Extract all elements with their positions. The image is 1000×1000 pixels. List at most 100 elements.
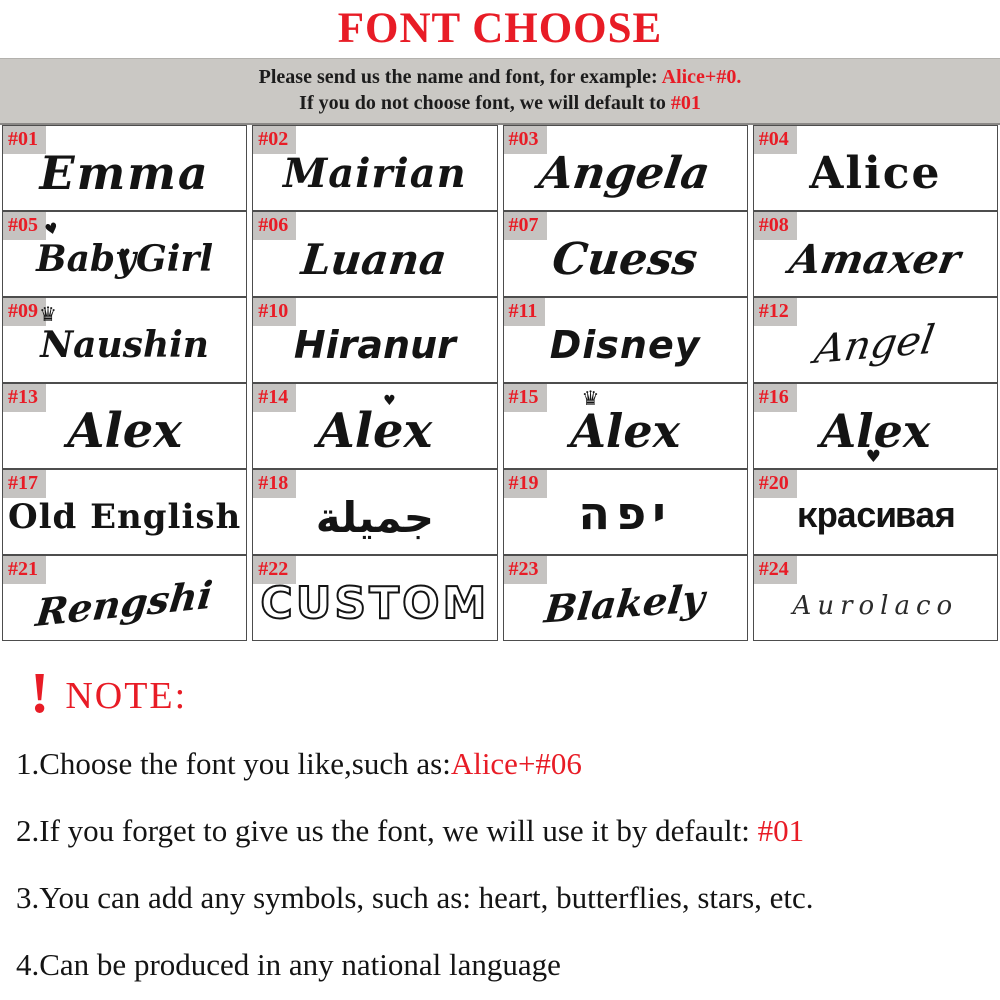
font-sample-name: Blakely — [542, 575, 707, 631]
note-list: 1.Choose the font you like,such as:Alice… — [16, 746, 1000, 983]
font-sample-cell-16: #16 ♥ Alex — [752, 383, 998, 469]
crown-icon: ♛ — [39, 302, 57, 326]
font-number-badge: #02 — [253, 126, 297, 154]
font-sample-cell-15: #15 ♛ Alex — [502, 383, 748, 469]
font-number-badge: #15 — [503, 384, 547, 412]
note-item-4: 4.Can be produced in any national langua… — [16, 947, 1000, 983]
font-sample-name: Cuess — [549, 233, 700, 285]
font-number-badge: #11 — [503, 298, 546, 326]
font-sample-name: Alex — [820, 404, 931, 458]
font-sample-cell-24: #24 Aurolaco — [752, 555, 998, 641]
font-sample-name: Old English — [8, 497, 242, 537]
note-heading-label: NOTE: — [65, 675, 188, 717]
font-number-badge: #17 — [3, 470, 46, 498]
exclamation-icon: ! — [30, 660, 50, 725]
font-number-badge: #19 — [503, 470, 547, 498]
note-item-2: 2.If you forget to give us the font, we … — [16, 813, 1000, 849]
font-sample-cell-06: #06 Luana — [252, 211, 498, 297]
font-number-badge: #20 — [753, 470, 797, 498]
font-number-badge: #24 — [753, 556, 797, 584]
font-number-badge: #08 — [753, 212, 797, 240]
note-item-3: 3.You can add any symbols, such as: hear… — [16, 880, 1000, 916]
font-number-badge: #05 — [3, 212, 46, 240]
font-sample-name: Aurolaco — [792, 591, 959, 621]
font-sample-cell-04: #04 Alice — [752, 125, 998, 211]
font-sample-name: جميلة — [315, 492, 434, 542]
note-item-3-text: 3.You can add any symbols, such as: hear… — [16, 880, 814, 915]
font-sample-cell-22: #22 CUSTOM — [252, 555, 498, 641]
font-sample-cell-18: #18 جميلة — [252, 469, 498, 555]
note-item-4-text: 4.Can be produced in any national langua… — [16, 947, 561, 982]
note-item-1: 1.Choose the font you like,such as:Alice… — [16, 746, 1000, 782]
font-number-badge: #22 — [253, 556, 297, 584]
font-sample-cell-20: #20 красивая — [752, 469, 998, 555]
instruction-banner: Please send us the name and font, for ex… — [0, 58, 1000, 125]
font-number-badge: #07 — [503, 212, 547, 240]
font-number-badge: #03 — [503, 126, 547, 154]
font-sample-name: Emma — [39, 146, 210, 200]
font-number-badge: #18 — [253, 470, 297, 498]
font-number-badge: #14 — [253, 384, 297, 412]
font-sample-name: Rengshi — [33, 571, 215, 635]
font-sample-name: Disney — [549, 323, 701, 367]
crown-icon: ♛ — [581, 386, 600, 410]
font-sample-name: Luana — [299, 234, 450, 284]
page-title: FONT CHOOSE — [337, 5, 663, 52]
font-number-badge: #06 — [253, 212, 297, 240]
banner-line-2-text: If you do not choose font, we will defau… — [299, 92, 671, 114]
note-item-2-text: 2.If you forget to give us the font, we … — [16, 813, 758, 848]
font-sample-cell-23: #23 Blakely — [502, 555, 748, 641]
font-sample-name: красивая — [796, 496, 956, 538]
font-sample-name: Hiranur — [293, 323, 456, 367]
font-number-badge: #23 — [503, 556, 547, 584]
font-sample-name: יפה — [578, 486, 672, 540]
font-sample-cell-11: #11 Disney — [502, 297, 748, 383]
font-sample-cell-21: #21 Rengshi — [2, 555, 248, 641]
banner-line-1-text: Please send us the name and font, for ex… — [258, 66, 662, 88]
font-sample-name: Alex — [317, 403, 433, 459]
font-sample-cell-19: #19 יפה — [502, 469, 748, 555]
note-item-1-highlight: Alice+#06 — [450, 746, 582, 781]
heart-icon: ♥ — [865, 447, 881, 467]
heart-icon: ♥ — [119, 247, 131, 262]
font-sample-name: Angel — [811, 316, 938, 373]
banner-line-1-example: Alice+#0. — [661, 66, 742, 88]
font-sample-cell-05: #05 ♥ ♥ BabyGirl — [2, 211, 248, 297]
font-number-badge: #12 — [753, 298, 797, 326]
font-sample-name: Naushin — [40, 324, 209, 366]
banner-line-1: Please send us the name and font, for ex… — [0, 64, 1000, 90]
heart-icon: ♥ — [383, 393, 396, 409]
font-sample-name: BabyGirl — [36, 238, 214, 280]
font-sample-cell-14: #14 ♥ Alex — [252, 383, 498, 469]
font-number-badge: #10 — [253, 298, 297, 326]
font-number-badge: #01 — [3, 126, 46, 154]
font-sample-name: Mairian — [283, 149, 467, 197]
font-sample-cell-09: #09 ♛ Naushin — [2, 297, 248, 383]
font-sample-cell-01: #01 Emma — [2, 125, 248, 211]
font-sample-grid: #01 Emma #02 Mairian #03 Angela #04 Alic… — [0, 125, 1000, 641]
banner-line-2-default: #01 — [670, 92, 701, 114]
font-number-badge: #13 — [3, 384, 46, 412]
font-sample-name: Amaxer — [785, 235, 964, 283]
font-sample-cell-12: #12 Angel — [752, 297, 998, 383]
font-sample-name: Alice — [809, 147, 942, 199]
heart-icon: ♥ — [42, 218, 61, 240]
font-sample-name: Alex — [67, 403, 182, 459]
font-sample-cell-17: #17 Old English — [2, 469, 248, 555]
font-sample-cell-13: #13 Alex — [2, 383, 248, 469]
font-sample-cell-08: #08 Amaxer — [752, 211, 998, 297]
font-sample-cell-03: #03 Angela — [502, 125, 748, 211]
font-number-badge: #16 — [753, 384, 797, 412]
font-number-badge: #21 — [3, 556, 46, 584]
font-sample-cell-07: #07 Cuess — [502, 211, 748, 297]
note-heading: ! NOTE: — [30, 659, 1000, 726]
font-sample-cell-10: #10 Hiranur — [252, 297, 498, 383]
font-sample-cell-02: #02 Mairian — [252, 125, 498, 211]
note-item-1-text: 1.Choose the font you like,such as: — [16, 746, 451, 781]
banner-line-2: If you do not choose font, we will defau… — [0, 90, 1000, 116]
font-sample-name: CUSTOM — [259, 577, 490, 630]
font-sample-name: Angela — [535, 147, 714, 199]
font-number-badge: #09 — [3, 298, 46, 326]
note-item-2-highlight: #01 — [757, 813, 805, 848]
